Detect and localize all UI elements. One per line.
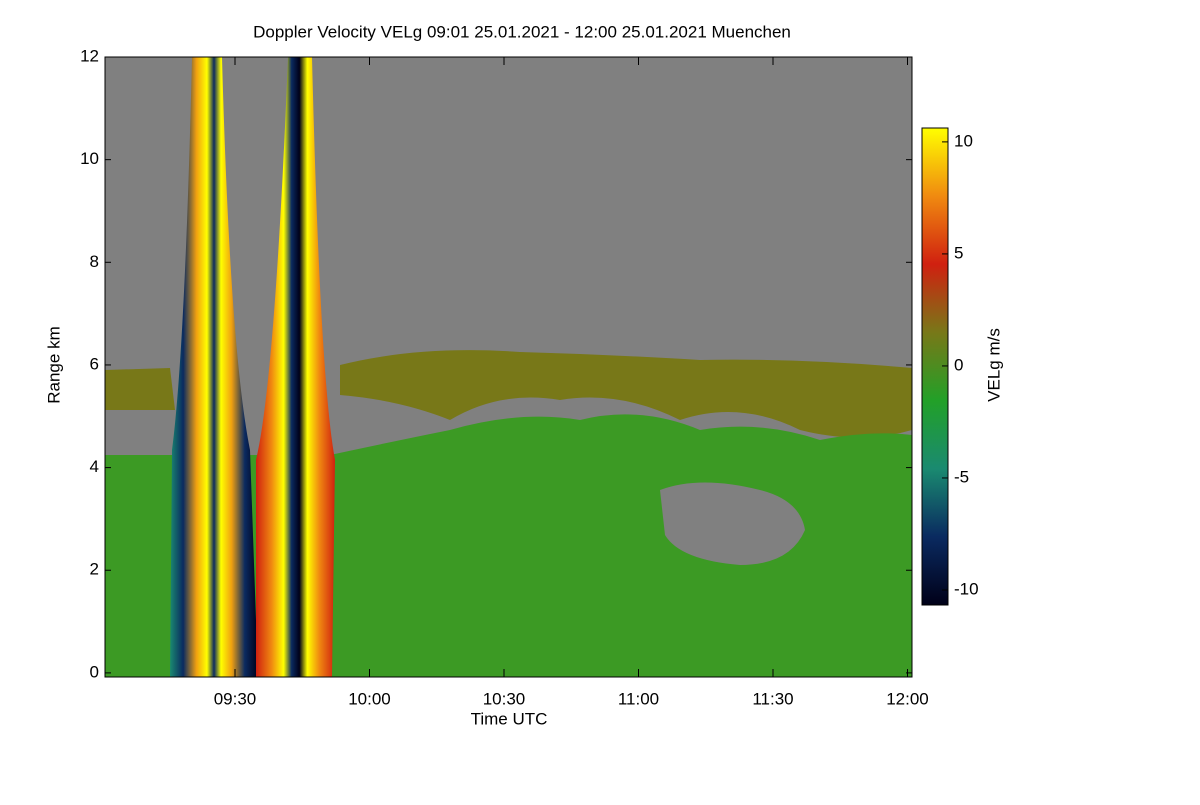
x-tick-label: 09:30 [214,689,257,708]
colorbar-tick-label: -10 [954,579,979,598]
y-tick-label: 4 [90,457,99,476]
x-tick-label: 12:00 [886,689,929,708]
colorbar-title: VELg m/s [984,328,1003,402]
x-tick-label: 10:00 [348,689,391,708]
chart-title: Doppler Velocity VELg 09:01 25.01.2021 -… [253,22,791,41]
y-tick-label: 8 [90,252,99,271]
y-tick-label: 2 [90,560,99,579]
precip-plume [256,57,335,677]
y-tick-label: 12 [80,46,99,65]
x-tick-label: 11:00 [618,689,659,708]
y-tick-label: 6 [90,354,99,373]
colorbar-tick-label: 10 [954,131,973,150]
x-tick-label: 10:30 [483,689,526,708]
x-tick-label: 11:30 [752,689,793,708]
precip-plume [170,57,258,677]
y-axis-title: Range km [44,326,63,403]
y-tick-label: 0 [90,662,99,681]
colorbar-tick-label: 0 [954,355,963,374]
colorbar-tick-label: -5 [954,467,969,486]
echo-gap [660,482,805,565]
cloud-layer [340,350,912,438]
colorbar [921,127,949,606]
colorbar-tick-label: 5 [954,243,963,262]
x-axis-title: Time UTC [471,709,548,728]
y-tick-label: 10 [80,149,99,168]
cloud-layer [105,368,175,410]
heatmap-field [105,57,912,677]
plot-frame [104,56,913,678]
